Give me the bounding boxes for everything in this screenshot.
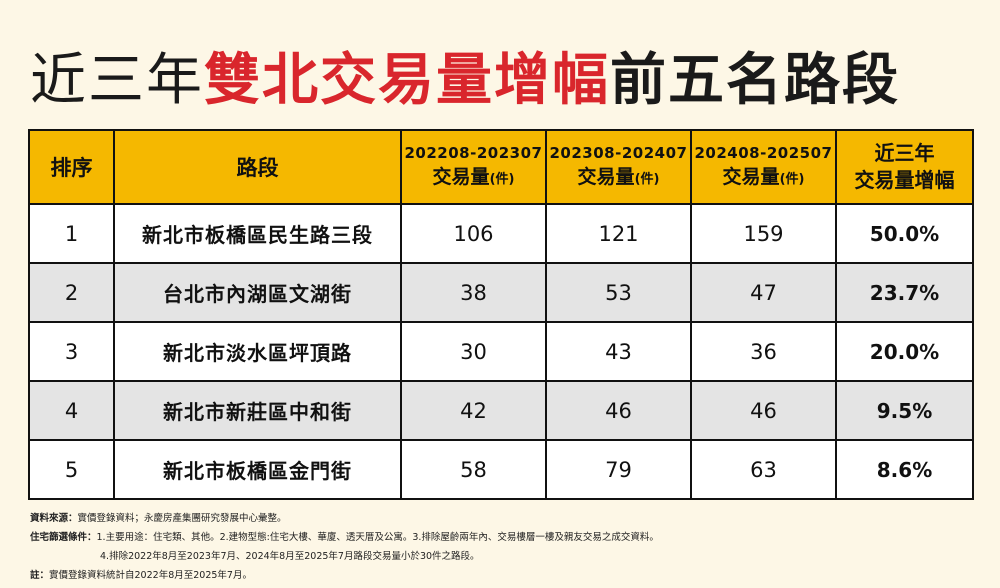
header-period-2-unit: (件) — [634, 171, 660, 187]
cell-road: 新北市淡水區坪頂路 — [113, 321, 402, 382]
note-criteria-text-1: 1.主要用途：住宅類、其他。2.建物型態:住宅大樓、華廈、透天厝及公寓。3.排除… — [96, 532, 659, 543]
title-highlight: 雙北交易量增幅 — [204, 48, 610, 113]
note-criteria-text-2: 4.排除2022年8月至2023年7月、2024年8月至2025年7月路段交易量… — [100, 551, 480, 562]
note-remark: 註：實價登錄資料統計自2022年8月至2025年7月。 — [30, 566, 980, 585]
header-road: 路段 — [113, 129, 402, 205]
cell-road: 新北市新莊區中和街 — [113, 380, 402, 441]
cell-volume-1: 42 — [400, 380, 547, 441]
cell-volume-1: 106 — [400, 203, 547, 264]
cell-road: 新北市板橋區民生路三段 — [113, 203, 402, 264]
header-period-3: 202408-202507 交易量(件) — [690, 129, 837, 205]
cell-rank: 2 — [28, 262, 115, 323]
cell-growth: 8.6% — [835, 439, 974, 500]
header-growth-line1: 近三年 — [874, 141, 935, 165]
cell-volume-1: 30 — [400, 321, 547, 382]
note-source-label: 資料來源： — [30, 513, 78, 524]
note-source: 資料來源：實價登錄資料；永慶房產集團研究發展中心彙整。 — [30, 509, 980, 528]
header-period-3-label: 交易量 — [722, 165, 780, 188]
note-source-text: 實價登錄資料；永慶房產集團研究發展中心彙整。 — [77, 513, 287, 524]
header-period-2-label: 交易量 — [577, 165, 635, 188]
ranking-table: 排序 路段 202208-202307 交易量(件) 202308-202407… — [28, 129, 974, 500]
cell-volume-1: 58 — [400, 439, 547, 500]
header-period-2: 202308-202407 交易量(件) — [545, 129, 692, 205]
table-row: 4 新北市新莊區中和街 42 46 46 9.5% — [28, 380, 974, 441]
header-period-1: 202208-202307 交易量(件) — [400, 129, 547, 205]
cell-volume-3: 47 — [690, 262, 837, 323]
cell-volume-3: 36 — [690, 321, 837, 382]
header-period-1-range: 202208-202307 — [404, 143, 543, 162]
cell-volume-2: 79 — [545, 439, 692, 500]
cell-volume-3: 63 — [690, 439, 837, 500]
table-row: 3 新北市淡水區坪頂路 30 43 36 20.0% — [28, 321, 974, 382]
table-header-row: 排序 路段 202208-202307 交易量(件) 202308-202407… — [28, 129, 974, 205]
cell-volume-2: 53 — [545, 262, 692, 323]
table-row: 5 新北市板橋區金門街 58 79 63 8.6% — [28, 439, 974, 500]
note-criteria-label: 住宅篩選條件： — [30, 532, 97, 543]
header-period-3-range: 202408-202507 — [694, 143, 833, 162]
cell-volume-2: 121 — [545, 203, 692, 264]
header-growth-line2: 交易量增幅 — [854, 168, 955, 192]
cell-growth: 9.5% — [835, 380, 974, 441]
title-suffix: 前五名路段 — [610, 48, 900, 113]
cell-volume-3: 159 — [690, 203, 837, 264]
note-remark-label: 註： — [30, 570, 50, 581]
cell-rank: 1 — [28, 203, 115, 264]
header-rank: 排序 — [28, 129, 115, 205]
header-period-1-unit: (件) — [489, 171, 515, 187]
cell-growth: 23.7% — [835, 262, 974, 323]
cell-rank: 3 — [28, 321, 115, 382]
page-title: 近三年雙北交易量增幅前五名路段 — [30, 46, 990, 116]
header-growth: 近三年 交易量增幅 — [835, 129, 974, 205]
cell-rank: 4 — [28, 380, 115, 441]
header-period-2-range: 202308-202407 — [549, 143, 688, 162]
cell-volume-2: 43 — [545, 321, 692, 382]
header-period-1-label: 交易量 — [432, 165, 490, 188]
note-remark-text: 實價登錄資料統計自2022年8月至2025年7月。 — [49, 570, 252, 581]
header-period-3-unit: (件) — [779, 171, 805, 187]
cell-growth: 20.0% — [835, 321, 974, 382]
cell-volume-1: 38 — [400, 262, 547, 323]
note-criteria: 住宅篩選條件：1.主要用途：住宅類、其他。2.建物型態:住宅大樓、華廈、透天厝及… — [30, 528, 980, 547]
footnotes: 資料來源：實價登錄資料；永慶房產集團研究發展中心彙整。 住宅篩選條件：1.主要用… — [30, 509, 980, 585]
table-row: 1 新北市板橋區民生路三段 106 121 159 50.0% — [28, 203, 974, 264]
title-prefix: 近三年 — [30, 48, 204, 113]
cell-volume-2: 46 — [545, 380, 692, 441]
cell-road: 台北市內湖區文湖街 — [113, 262, 402, 323]
cell-rank: 5 — [28, 439, 115, 500]
cell-growth: 50.0% — [835, 203, 974, 264]
table-row: 2 台北市內湖區文湖街 38 53 47 23.7% — [28, 262, 974, 323]
cell-volume-3: 46 — [690, 380, 837, 441]
cell-road: 新北市板橋區金門街 — [113, 439, 402, 500]
